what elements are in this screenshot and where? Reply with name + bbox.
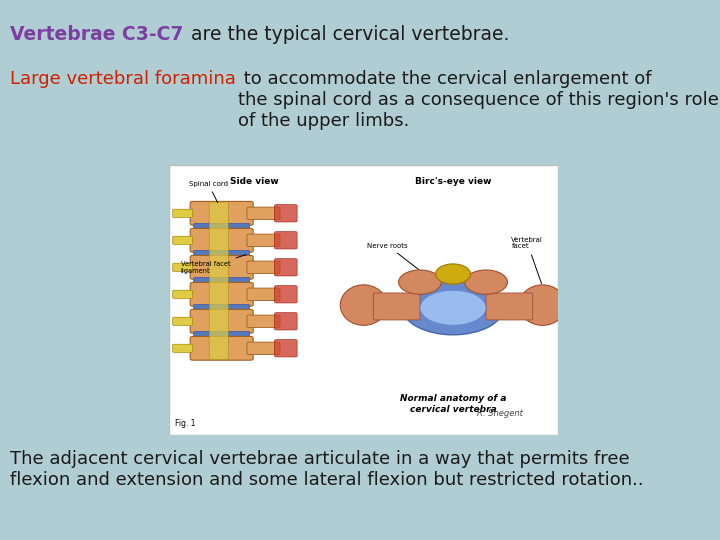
FancyBboxPatch shape	[247, 315, 280, 327]
FancyBboxPatch shape	[173, 345, 192, 352]
FancyBboxPatch shape	[190, 282, 253, 306]
FancyBboxPatch shape	[173, 263, 192, 271]
FancyBboxPatch shape	[173, 291, 192, 298]
Text: Vertebrae C3-C7: Vertebrae C3-C7	[10, 25, 184, 44]
FancyBboxPatch shape	[247, 261, 280, 273]
Text: are the typical cervical vertebrae.: are the typical cervical vertebrae.	[185, 25, 510, 44]
Ellipse shape	[399, 270, 441, 294]
Text: to accommodate the cervical enlargement of
the spinal cord as a consequence of t: to accommodate the cervical enlargement …	[238, 70, 720, 130]
Ellipse shape	[341, 285, 387, 325]
Ellipse shape	[464, 270, 508, 294]
FancyBboxPatch shape	[247, 207, 280, 219]
Ellipse shape	[402, 281, 503, 335]
FancyBboxPatch shape	[173, 237, 192, 244]
FancyBboxPatch shape	[194, 251, 250, 257]
FancyBboxPatch shape	[247, 234, 280, 246]
FancyBboxPatch shape	[194, 224, 250, 230]
Text: Nerve roots: Nerve roots	[367, 242, 428, 276]
FancyBboxPatch shape	[274, 340, 297, 357]
FancyBboxPatch shape	[190, 309, 253, 333]
Text: Normal anatomy of a
cervical vertebra: Normal anatomy of a cervical vertebra	[400, 394, 506, 414]
Text: Vertebral
facet: Vertebral facet	[511, 237, 543, 284]
FancyBboxPatch shape	[173, 317, 192, 325]
FancyBboxPatch shape	[274, 259, 297, 276]
FancyBboxPatch shape	[210, 202, 228, 360]
FancyBboxPatch shape	[190, 228, 253, 252]
FancyBboxPatch shape	[247, 288, 280, 300]
FancyBboxPatch shape	[247, 342, 280, 354]
FancyBboxPatch shape	[173, 209, 192, 217]
Text: Spinal cord: Spinal cord	[189, 180, 228, 202]
Ellipse shape	[420, 291, 486, 325]
Text: Fig. 1: Fig. 1	[175, 419, 196, 428]
FancyBboxPatch shape	[274, 313, 297, 330]
FancyBboxPatch shape	[373, 293, 420, 320]
Text: Birc's-eye view: Birc's-eye view	[415, 177, 491, 186]
Ellipse shape	[519, 285, 566, 325]
FancyBboxPatch shape	[274, 205, 297, 222]
Text: Vertebral facet
ligament: Vertebral facet ligament	[181, 255, 246, 274]
FancyBboxPatch shape	[194, 305, 250, 311]
Text: Large vertebral foramina: Large vertebral foramina	[10, 70, 236, 88]
FancyBboxPatch shape	[274, 232, 297, 249]
FancyBboxPatch shape	[486, 293, 533, 320]
FancyBboxPatch shape	[169, 165, 558, 435]
FancyBboxPatch shape	[194, 278, 250, 284]
FancyBboxPatch shape	[190, 255, 253, 279]
Ellipse shape	[436, 264, 471, 284]
FancyBboxPatch shape	[274, 286, 297, 303]
FancyBboxPatch shape	[190, 336, 253, 360]
FancyBboxPatch shape	[190, 201, 253, 225]
FancyBboxPatch shape	[194, 332, 250, 338]
Text: The adjacent cervical vertebrae articulate in a way that permits free
flexion an: The adjacent cervical vertebrae articula…	[10, 450, 644, 489]
Text: R. Shegent: R. Shegent	[477, 409, 523, 418]
Text: Side view: Side view	[230, 177, 279, 186]
